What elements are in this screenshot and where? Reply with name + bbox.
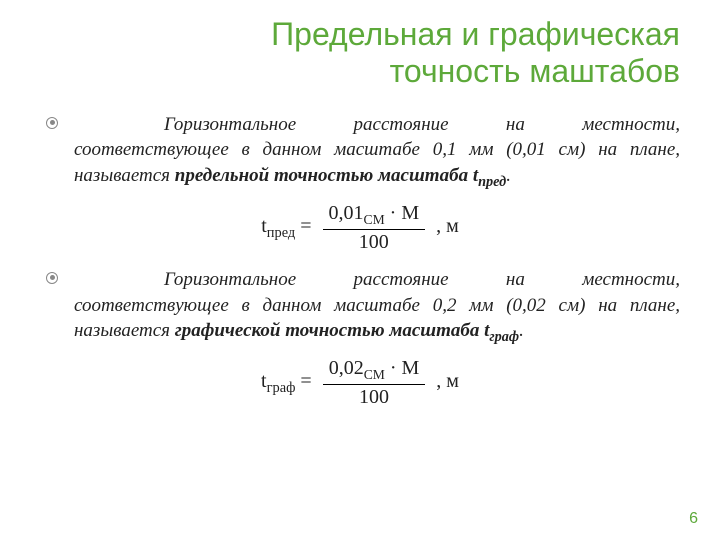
paragraph-2: Горизонтальное расстояние на местности, … — [74, 267, 680, 347]
para1-tail: . — [506, 165, 511, 186]
f1-num-dot: · М — [385, 202, 419, 224]
title-line-1: Предельная и графическая — [271, 16, 680, 52]
formula-1-wrap: tпред = 0,01СМ · М100 , м — [40, 202, 680, 253]
para2-term: графической точностью масштаба tграф — [175, 320, 519, 341]
para1-term: предельной точностью масштаба tпред — [175, 165, 506, 186]
f2-num: 0,02СМ · М — [323, 357, 426, 385]
f1-num-unit: СМ — [364, 212, 385, 227]
paragraph-1: Горизонтальное расстояние на местности, … — [74, 112, 680, 192]
formula-1: tпред = 0,01СМ · М100 , м — [261, 202, 459, 253]
para2-term-sub: граф — [489, 329, 519, 345]
f2-den: 100 — [323, 385, 426, 408]
f2-t-sub: граф — [267, 380, 296, 396]
f2-num-unit: СМ — [364, 367, 385, 382]
f2-num-val: 0,02 — [329, 357, 364, 379]
para2-tail: . — [519, 320, 524, 341]
bullet-icon — [46, 117, 58, 129]
f2-frac: 0,02СМ · М100 — [323, 357, 426, 408]
formula-2-wrap: tграф = 0,02СМ · М100 , м — [40, 357, 680, 408]
bullet-2: Горизонтальное расстояние на местности, … — [40, 267, 680, 347]
f1-num-val: 0,01 — [329, 202, 364, 224]
f2-eq: = — [295, 370, 316, 392]
f1-frac: 0,01СМ · М100 — [323, 202, 426, 253]
formula-2: tграф = 0,02СМ · М100 , м — [261, 357, 459, 408]
f1-t-sub: пред — [267, 225, 295, 241]
bullet-icon — [46, 272, 58, 284]
f1-den: 100 — [323, 230, 426, 253]
f2-trail: , м — [431, 370, 459, 392]
para1-term-text: предельной точностью масштаба t — [175, 165, 478, 186]
f1-eq: = — [295, 215, 316, 237]
f1-trail: , м — [431, 215, 459, 237]
para2-term-text: графической точностью масштаба t — [175, 320, 490, 341]
para1-term-sub: пред — [478, 174, 506, 190]
slide-root: Предельная и графическая точность маштаб… — [0, 0, 720, 540]
bullet-1: Горизонтальное расстояние на местности, … — [40, 112, 680, 192]
title-line-2: точность маштабов — [390, 53, 680, 89]
page-number: 6 — [689, 510, 698, 528]
f1-num: 0,01СМ · М — [323, 202, 426, 230]
f2-num-dot: · М — [385, 357, 419, 379]
slide-title: Предельная и графическая точность маштаб… — [40, 16, 680, 90]
